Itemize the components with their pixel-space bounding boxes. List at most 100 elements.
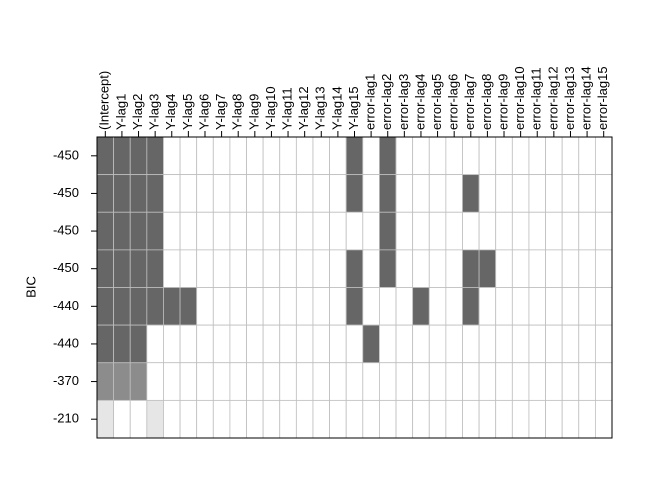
cell	[395, 136, 414, 176]
cell	[379, 399, 397, 439]
cell	[96, 136, 115, 176]
cell	[345, 136, 364, 176]
cell	[379, 174, 397, 213]
column-label: error-lag3	[396, 74, 411, 130]
cell	[594, 136, 613, 176]
cell	[146, 174, 164, 213]
cell	[163, 399, 181, 439]
cell	[428, 211, 447, 251]
cell	[362, 174, 380, 213]
cell	[179, 362, 198, 401]
cell	[246, 174, 264, 213]
column-label: error-lag8	[479, 74, 494, 130]
cell	[246, 362, 264, 401]
cell	[96, 399, 115, 439]
cell	[96, 287, 115, 326]
cell	[312, 211, 330, 251]
cell	[578, 324, 596, 364]
cell	[545, 249, 563, 288]
cell	[478, 287, 497, 326]
cell	[445, 362, 463, 401]
column-label: error-lag2	[379, 74, 394, 130]
cell	[528, 287, 546, 326]
cell	[561, 249, 580, 288]
cell	[412, 136, 430, 176]
column-label: Y-lag3	[147, 94, 162, 130]
row-label: -440	[53, 298, 79, 313]
cell	[495, 174, 513, 213]
cell	[478, 249, 497, 288]
cell	[561, 399, 580, 439]
cell	[262, 287, 281, 326]
cell	[462, 362, 480, 401]
cell	[196, 399, 214, 439]
cell	[478, 174, 497, 213]
cell	[163, 211, 181, 251]
column-label: error-lag10	[512, 66, 527, 130]
cell	[246, 249, 264, 288]
cell	[594, 324, 613, 364]
cell	[545, 211, 563, 251]
cell	[113, 287, 131, 326]
cell	[113, 211, 131, 251]
cell	[96, 324, 115, 364]
cell	[362, 249, 380, 288]
cell	[229, 136, 247, 176]
column-label: error-lag7	[462, 74, 477, 130]
cell	[428, 136, 447, 176]
cell	[129, 249, 148, 288]
cell	[312, 324, 330, 364]
cell	[312, 249, 330, 288]
cell	[196, 136, 214, 176]
cell	[462, 399, 480, 439]
cell	[511, 362, 530, 401]
cell	[545, 399, 563, 439]
cell	[395, 287, 414, 326]
cell	[96, 211, 115, 251]
cell	[129, 136, 148, 176]
cell	[246, 211, 264, 251]
cell	[212, 249, 231, 288]
cell	[511, 324, 530, 364]
cell	[545, 287, 563, 326]
cell	[163, 324, 181, 364]
cell	[478, 399, 497, 439]
cell	[495, 287, 513, 326]
cell	[113, 249, 131, 288]
column-label: error-lag1	[363, 74, 378, 130]
cell	[295, 211, 314, 251]
cell	[428, 362, 447, 401]
cell	[362, 324, 380, 364]
cell	[246, 399, 264, 439]
column-label: Y-lag14	[329, 86, 344, 130]
cell	[578, 399, 596, 439]
cell	[561, 324, 580, 364]
cell	[594, 174, 613, 213]
cell	[129, 174, 148, 213]
cell	[495, 324, 513, 364]
cell	[495, 362, 513, 401]
cell	[196, 324, 214, 364]
cell	[412, 362, 430, 401]
cell	[545, 174, 563, 213]
cell	[445, 287, 463, 326]
cell	[146, 211, 164, 251]
cell	[212, 362, 231, 401]
cell	[279, 174, 297, 213]
cell	[229, 174, 247, 213]
cell	[345, 211, 364, 251]
cell	[528, 174, 546, 213]
column-label: error-lag4	[412, 74, 427, 130]
cell	[395, 174, 414, 213]
cell	[445, 174, 463, 213]
column-label: Y-lag5	[180, 94, 195, 130]
column-label: Y-lag13	[313, 86, 328, 130]
cell	[594, 362, 613, 401]
cell	[395, 399, 414, 439]
cell	[163, 287, 181, 326]
cell	[262, 136, 281, 176]
column-label: error-lag5	[429, 74, 444, 130]
cell	[362, 362, 380, 401]
cell	[163, 249, 181, 288]
